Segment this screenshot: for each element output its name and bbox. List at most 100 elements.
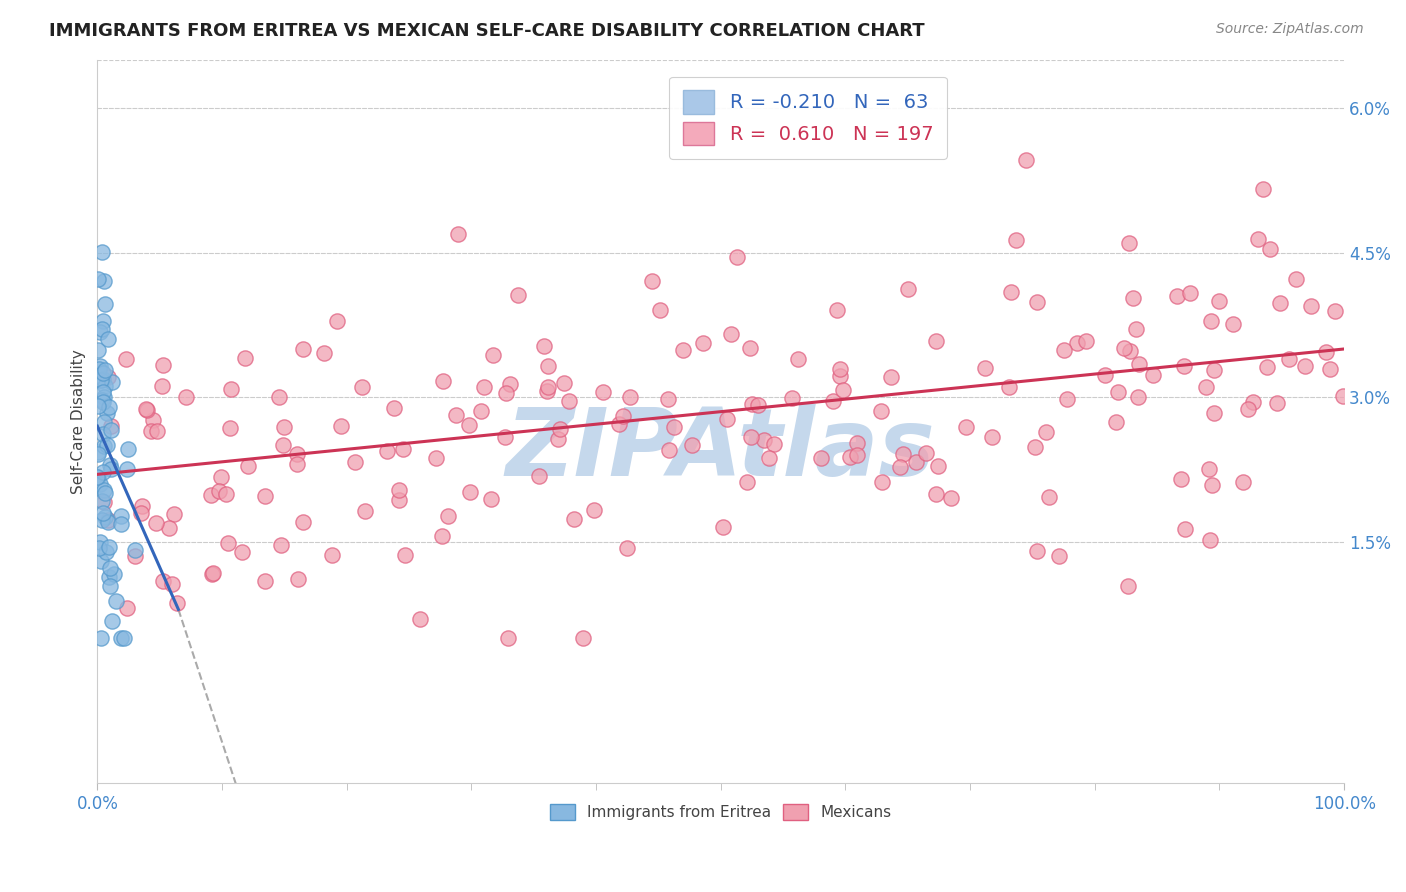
Point <box>1035 425 1057 439</box>
Point <box>1000 285 1022 300</box>
Point <box>285 457 308 471</box>
Point <box>152 574 174 588</box>
Point <box>711 520 734 534</box>
Point <box>1170 472 1192 486</box>
Point <box>1026 295 1049 310</box>
Point <box>93 426 115 441</box>
Point <box>166 596 188 610</box>
Point <box>1047 549 1070 563</box>
Point <box>392 442 415 456</box>
Legend: Immigrants from Eritrea, Mexicans: Immigrants from Eritrea, Mexicans <box>544 797 897 826</box>
Point <box>1005 233 1028 247</box>
Point <box>87 447 110 461</box>
Point <box>382 401 405 415</box>
Point <box>612 409 634 423</box>
Point <box>117 442 139 457</box>
Point <box>163 507 186 521</box>
Point <box>145 516 167 530</box>
Point <box>494 430 516 444</box>
Point <box>716 412 738 426</box>
Point <box>558 394 581 409</box>
Point <box>846 448 869 462</box>
Point <box>1277 351 1299 366</box>
Point <box>735 475 758 490</box>
Point <box>101 376 124 390</box>
Point <box>548 422 571 436</box>
Point <box>499 376 522 391</box>
Point <box>1265 396 1288 410</box>
Point <box>1331 389 1354 403</box>
Point <box>135 401 157 416</box>
Point <box>94 510 117 524</box>
Point <box>832 383 855 397</box>
Point <box>681 438 703 452</box>
Point <box>758 451 780 466</box>
Point <box>90 373 112 387</box>
Point <box>254 489 277 503</box>
Point <box>89 541 111 555</box>
Point <box>1174 522 1197 536</box>
Point <box>91 395 114 409</box>
Point <box>786 351 808 366</box>
Point <box>641 274 664 288</box>
Point <box>1202 406 1225 420</box>
Point <box>93 372 115 386</box>
Point <box>157 521 180 535</box>
Point <box>838 450 860 465</box>
Point <box>1025 543 1047 558</box>
Point <box>1094 368 1116 382</box>
Point <box>870 404 893 418</box>
Point <box>846 436 869 450</box>
Point <box>925 486 948 500</box>
Point <box>254 574 277 589</box>
Text: IMMIGRANTS FROM ERITREA VS MEXICAN SELF-CARE DISABILITY CORRELATION CHART: IMMIGRANTS FROM ERITREA VS MEXICAN SELF-… <box>49 22 925 40</box>
Point <box>90 244 112 259</box>
Point <box>91 513 114 527</box>
Point <box>131 499 153 513</box>
Point <box>470 404 492 418</box>
Point <box>209 470 232 484</box>
Point <box>115 351 138 366</box>
Point <box>201 567 224 582</box>
Point <box>1323 304 1346 318</box>
Point <box>91 385 114 400</box>
Point <box>547 433 569 447</box>
Point <box>1053 343 1076 358</box>
Point <box>387 492 409 507</box>
Point <box>648 303 671 318</box>
Point <box>112 632 135 646</box>
Point <box>692 336 714 351</box>
Point <box>292 515 315 529</box>
Point <box>1074 334 1097 348</box>
Point <box>160 577 183 591</box>
Point <box>1112 342 1135 356</box>
Point <box>101 614 124 628</box>
Point <box>924 334 946 348</box>
Point <box>1066 336 1088 351</box>
Point <box>124 543 146 558</box>
Point <box>741 397 763 411</box>
Point <box>998 380 1021 394</box>
Point <box>142 413 165 427</box>
Point <box>135 402 157 417</box>
Point <box>96 438 118 452</box>
Point <box>662 420 685 434</box>
Point <box>1299 299 1322 313</box>
Point <box>152 358 174 372</box>
Point <box>1241 395 1264 409</box>
Point <box>287 572 309 586</box>
Point <box>891 447 914 461</box>
Point <box>89 325 111 339</box>
Point <box>747 398 769 412</box>
Point <box>233 351 256 366</box>
Point <box>219 382 242 396</box>
Point <box>90 493 112 508</box>
Point <box>273 438 295 452</box>
Point <box>583 503 606 517</box>
Point <box>1056 392 1078 406</box>
Point <box>215 487 238 501</box>
Point <box>124 549 146 563</box>
Point <box>572 632 595 646</box>
Point <box>103 567 125 582</box>
Point <box>98 579 121 593</box>
